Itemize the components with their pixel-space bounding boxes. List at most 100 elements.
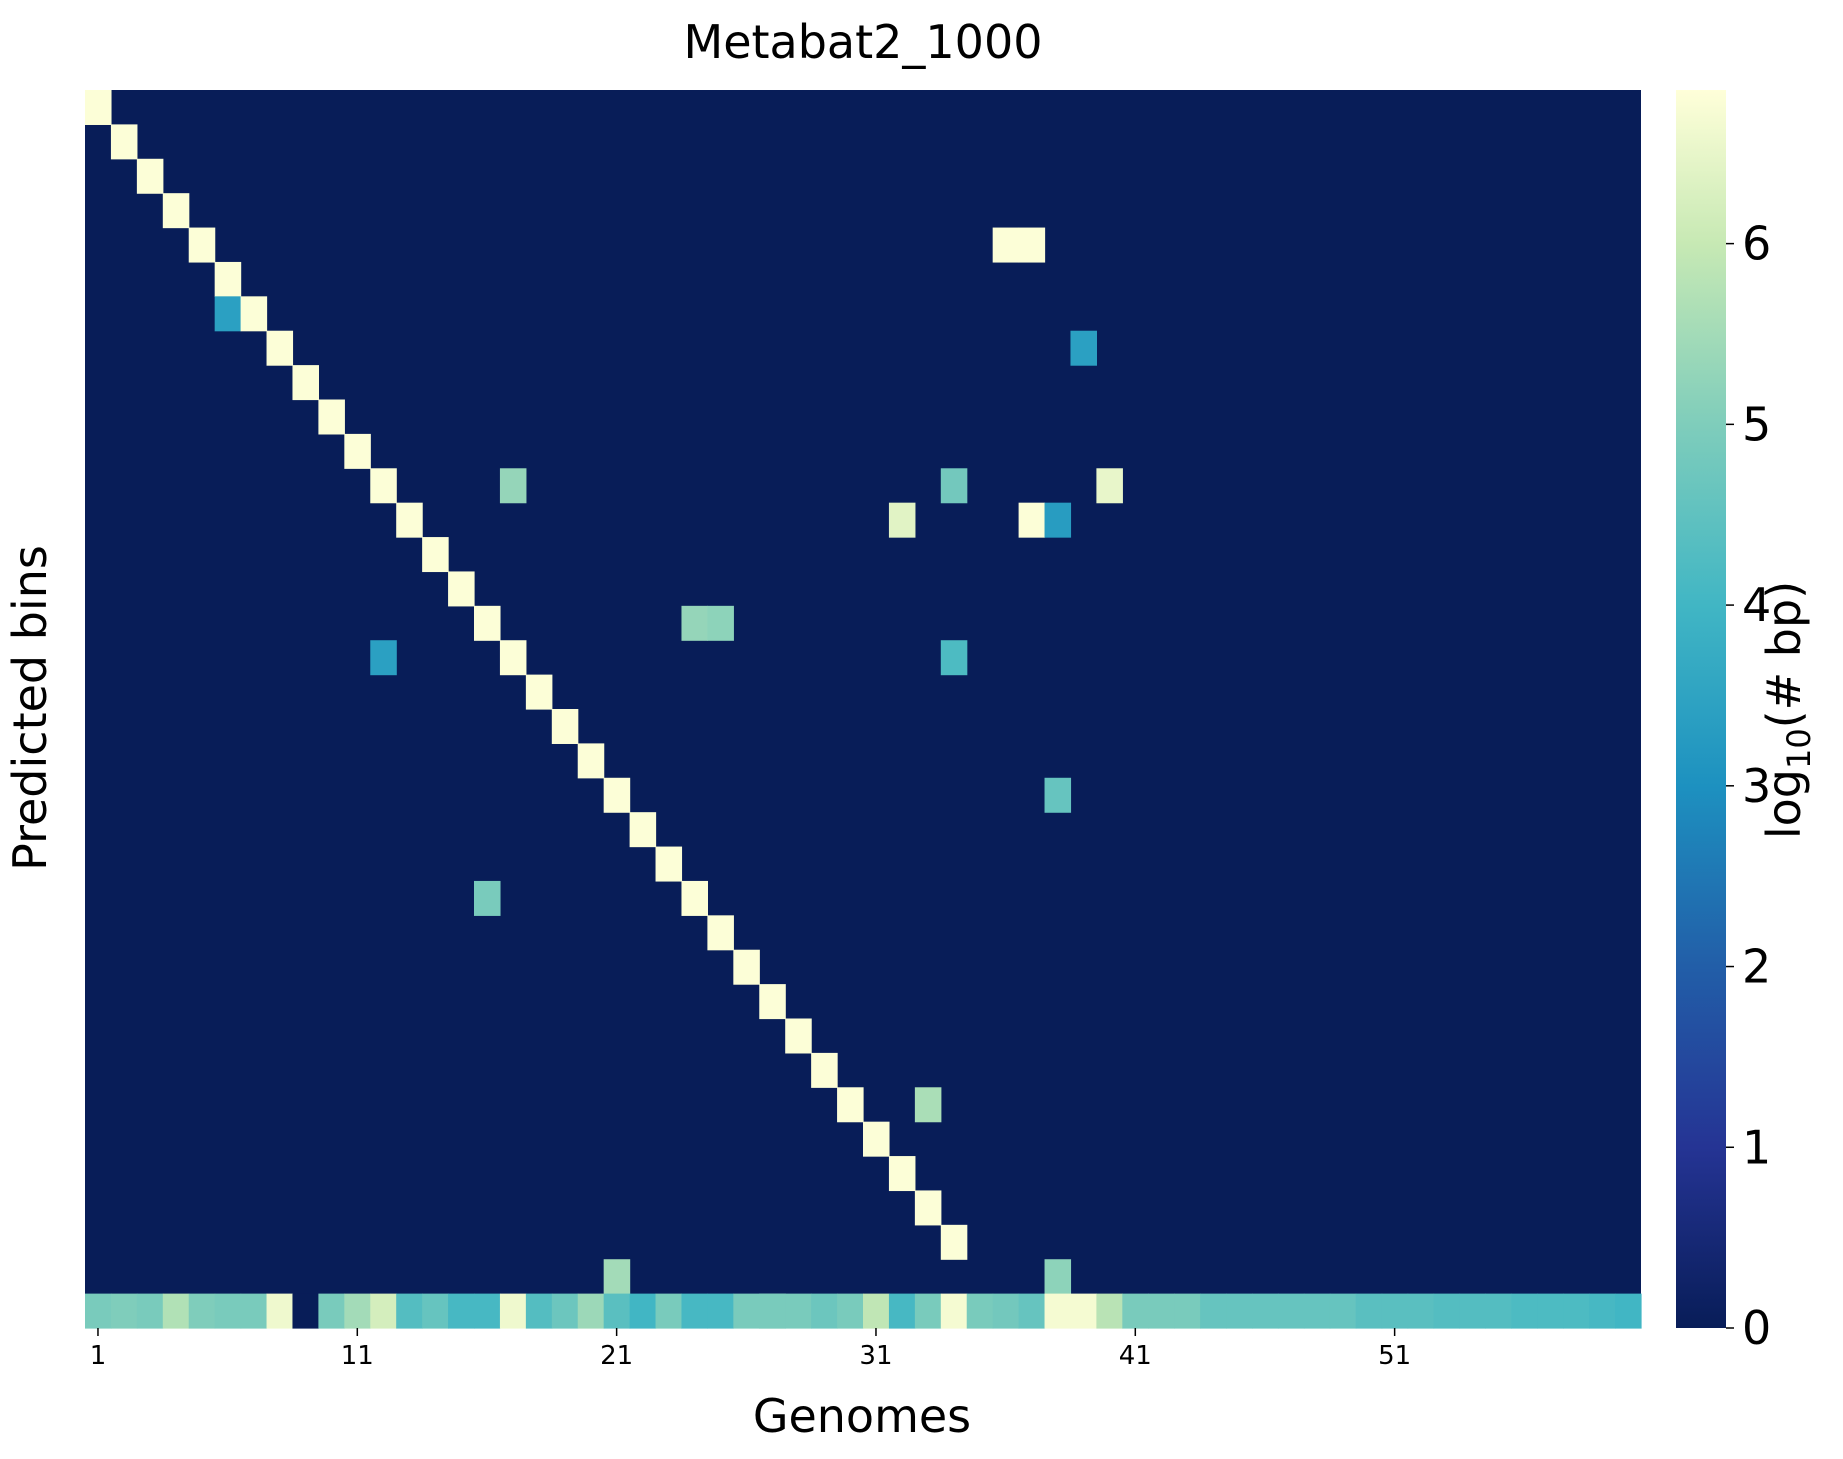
heatmap-cell-unbinned <box>474 1293 501 1329</box>
heatmap-cell <box>396 502 423 538</box>
heatmap-cell <box>422 537 449 573</box>
heatmap-cell-unbinned <box>1329 1293 1357 1329</box>
heatmap-cell <box>474 605 501 641</box>
heatmap-cell-unbinned <box>863 1293 890 1329</box>
heatmap-cell-unbinned <box>422 1293 449 1329</box>
colorbar-tick-label: 6 <box>1742 217 1771 271</box>
heatmap-cell-unbinned <box>110 1293 138 1329</box>
heatmap-cell-unbinned <box>1070 1293 1097 1329</box>
heatmap-cell-unbinned <box>1615 1293 1642 1329</box>
y-axis-label: Predicted bins <box>3 545 57 871</box>
heatmap-cell <box>863 1121 890 1157</box>
heatmap-cell-unbinned <box>759 1293 786 1329</box>
x-tick-label: 1 <box>90 1341 107 1371</box>
heatmap-cell-unbinned <box>240 1293 268 1329</box>
heatmap-cell <box>136 158 164 194</box>
heatmap-cell-unbinned <box>1252 1293 1279 1329</box>
heatmap-cell <box>85 90 112 125</box>
heatmap-cell-unbinned <box>1122 1293 1149 1329</box>
x-tick-label: 41 <box>1119 1341 1152 1371</box>
heatmap-cell <box>681 605 708 641</box>
colorbar-label-log: log <box>1757 769 1811 839</box>
heatmap-cell <box>707 605 734 641</box>
heatmap-cell-unbinned <box>370 1293 397 1329</box>
heatmap-cell <box>940 1224 968 1260</box>
heatmap-cell <box>292 365 319 401</box>
heatmap-cell <box>551 709 579 744</box>
chart-title: Metabat2_1000 <box>684 15 1043 69</box>
heatmap-cell-unbinned <box>1459 1293 1486 1329</box>
heatmap-cell-unbinned <box>1511 1293 1538 1329</box>
heatmap-cell <box>837 1087 864 1123</box>
heatmap-cell <box>214 261 242 297</box>
heatmap-cell <box>266 330 294 366</box>
heatmap-cell-unbinned <box>188 1293 216 1329</box>
heatmap-cell <box>914 1190 942 1226</box>
heatmap-cell-unbinned <box>525 1293 553 1329</box>
heatmap-cell-unbinned <box>914 1293 942 1329</box>
heatmap-cell <box>1018 227 1046 263</box>
heatmap-cell <box>733 949 760 985</box>
heatmap-cell <box>603 777 631 813</box>
heatmap-cell <box>162 193 190 229</box>
heatmap-cell <box>1070 330 1097 366</box>
heatmap-cell-unbinned <box>266 1293 294 1329</box>
heatmap-cell <box>499 640 527 676</box>
heatmap-cell <box>759 984 786 1020</box>
heatmap-grid <box>85 90 1642 1329</box>
x-tick-label: 11 <box>341 1341 374 1371</box>
heatmap-cell-unbinned <box>1174 1293 1201 1329</box>
heatmap-cell-unbinned <box>292 1293 319 1329</box>
heatmap-cell <box>707 915 734 951</box>
heatmap-cell-unbinned <box>448 1293 475 1329</box>
heatmap-cell <box>992 227 1020 263</box>
heatmap-cell <box>785 1018 812 1054</box>
heatmap-cell-unbinned <box>837 1293 864 1329</box>
heatmap-cell-unbinned <box>85 1293 112 1329</box>
colorbar-tick-label: 1 <box>1742 1120 1771 1174</box>
heatmap-cell <box>655 846 683 882</box>
heatmap-cell-unbinned <box>1277 1293 1305 1329</box>
colorbar-tick-label: 3 <box>1742 759 1771 813</box>
colorbar-label: log10(# bp) <box>1757 581 1818 839</box>
heatmap-cell <box>888 502 916 538</box>
heatmap-cell-unbinned <box>396 1293 423 1329</box>
heatmap-cell-unbinned <box>162 1293 190 1329</box>
x-tick-label: 21 <box>600 1341 633 1371</box>
colorbar <box>1676 90 1726 1328</box>
heatmap-cell <box>629 812 657 848</box>
heatmap-cell-unbinned <box>888 1293 916 1329</box>
heatmap-cell <box>1044 777 1072 813</box>
colorbar-ticks: 0 1 2 3 4 5 6 <box>1726 217 1771 1355</box>
colorbar-tick-label: 2 <box>1742 940 1771 994</box>
heatmap-cell <box>914 1087 942 1123</box>
heatmap-cell <box>525 674 553 710</box>
heatmap-cell-unbinned <box>681 1293 708 1329</box>
heatmap-cell-unbinned <box>136 1293 164 1329</box>
heatmap-cell <box>499 468 527 504</box>
heatmap-cell <box>110 124 138 160</box>
heatmap-cell <box>940 640 968 676</box>
heatmap-cell-unbinned <box>785 1293 812 1329</box>
heatmap-cell-unbinned <box>1200 1293 1227 1329</box>
colorbar-tick-label: 5 <box>1742 397 1771 451</box>
heatmap-cell-unbinned <box>1096 1293 1123 1329</box>
heatmap-cell <box>1096 468 1123 504</box>
heatmap-cell-unbinned <box>966 1293 994 1329</box>
colorbar-tick-label: 0 <box>1742 1301 1771 1355</box>
heatmap-cell <box>474 880 501 916</box>
heatmap-cell-unbinned <box>1018 1293 1046 1329</box>
colorbar-label-sub: 10 <box>1780 728 1818 769</box>
heatmap-cell-unbinned <box>1303 1293 1331 1329</box>
heatmap-cell <box>1044 502 1072 538</box>
heatmap-cell-unbinned <box>1381 1293 1409 1329</box>
heatmap-cell-unbinned <box>318 1293 345 1329</box>
heatmap-cell <box>370 640 397 676</box>
heatmap-cell-unbinned <box>499 1293 527 1329</box>
heatmap-cell <box>188 227 216 263</box>
heatmap-cell <box>888 1156 916 1192</box>
heatmap-cell-unbinned <box>1355 1293 1383 1329</box>
heatmap-cell-unbinned <box>629 1293 657 1329</box>
heatmap-cell <box>811 1052 838 1088</box>
